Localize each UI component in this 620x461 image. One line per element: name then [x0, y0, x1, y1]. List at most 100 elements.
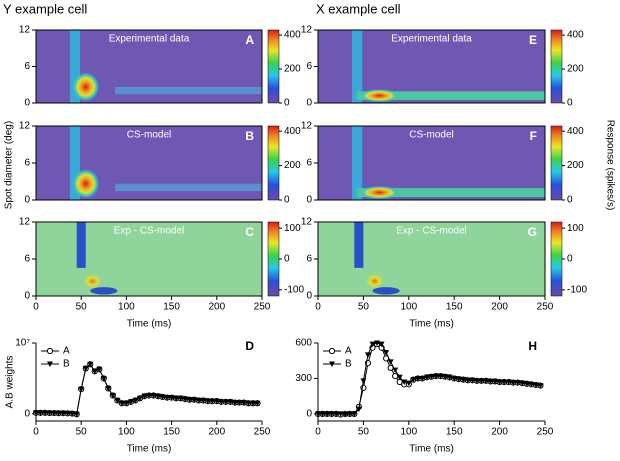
- panel-letter: C: [245, 225, 254, 239]
- marker: [100, 375, 107, 382]
- marker: [369, 341, 376, 348]
- marker: [392, 367, 399, 374]
- x-tick-label: 250: [254, 302, 271, 313]
- marker: [351, 411, 358, 417]
- y-axis-label: A.B weights: [5, 356, 16, 409]
- marker: [209, 398, 216, 405]
- marker: [405, 380, 412, 387]
- marker: [333, 411, 340, 417]
- x-tick-label: 150: [446, 427, 463, 438]
- marker: [519, 380, 526, 387]
- response-peak: [358, 185, 400, 200]
- marker: [537, 383, 544, 389]
- marker: [446, 374, 453, 381]
- column-title: Y example cell: [3, 1, 87, 16]
- y-tick-label: 0: [306, 195, 312, 206]
- marker: [374, 340, 381, 346]
- marker: [249, 400, 256, 407]
- marker: [532, 382, 539, 388]
- colorbar: [550, 221, 563, 297]
- marker: [136, 395, 143, 402]
- x-tick-label: 250: [254, 427, 271, 438]
- colorbar-tick-label: 0: [567, 195, 573, 206]
- marker: [55, 410, 62, 417]
- marker: [78, 386, 85, 393]
- x-axis-label: Time (ms): [127, 319, 172, 330]
- heatmap: [36, 222, 262, 296]
- colorbar-label: Response (spikes/s): [604, 120, 615, 211]
- heatmap-background: [36, 222, 262, 296]
- marker: [464, 377, 471, 384]
- x-tick-label: 50: [358, 427, 370, 438]
- marker: [396, 374, 403, 381]
- panel-letter: G: [528, 225, 537, 239]
- marker: [324, 411, 331, 417]
- colorbar: [267, 221, 280, 297]
- legend-marker: [328, 347, 336, 355]
- annotation: Exp - CS-model: [396, 226, 467, 237]
- marker: [123, 400, 130, 407]
- colorbar-tick-label: 100: [567, 223, 584, 234]
- marker: [150, 392, 157, 399]
- marker: [240, 400, 247, 406]
- x-axis-label: Time (ms): [409, 444, 454, 455]
- marker: [510, 380, 517, 386]
- x-tick-label: 100: [118, 427, 135, 438]
- response-band: [356, 91, 545, 101]
- heatmap: [36, 30, 262, 103]
- colorbar-tick-label: 200: [284, 64, 301, 75]
- panel-letter: B: [245, 129, 254, 143]
- x-axis-label: Time (ms): [127, 444, 172, 455]
- marker: [455, 376, 462, 383]
- y-tick-label: 0: [24, 98, 30, 109]
- marker: [473, 378, 480, 384]
- marker: [460, 377, 467, 383]
- marker: [505, 379, 512, 385]
- y-tick-label: 0: [24, 291, 30, 302]
- x-tick-label: 100: [118, 302, 135, 313]
- series-line: [36, 363, 258, 415]
- response-peak: [358, 89, 400, 103]
- marker: [392, 372, 399, 380]
- heatmap: [36, 126, 262, 200]
- legend-marker: [47, 361, 53, 367]
- marker: [146, 392, 152, 399]
- marker: [173, 395, 180, 402]
- x-tick-label: 200: [491, 427, 508, 438]
- residual-spot: [372, 287, 400, 295]
- marker: [91, 368, 98, 375]
- y-tick-label: 10⁷: [15, 338, 30, 349]
- marker: [410, 377, 417, 383]
- x-tick-label: 150: [163, 427, 180, 438]
- colorbar-tick-label: -100: [567, 284, 587, 295]
- marker: [355, 406, 362, 413]
- marker: [245, 400, 252, 407]
- legend-marker: [46, 347, 54, 355]
- marker: [401, 379, 408, 385]
- x-tick-label: 200: [491, 302, 508, 313]
- marker: [33, 410, 39, 416]
- response-peak: [72, 72, 100, 102]
- colorbar-tick-label: 0: [284, 98, 290, 109]
- marker: [64, 410, 71, 417]
- panel-letter: E: [529, 33, 537, 47]
- x-tick-label: 0: [33, 302, 39, 313]
- marker: [378, 341, 385, 348]
- marker: [319, 411, 326, 417]
- colorbar-tick-label: 0: [284, 254, 290, 265]
- x-tick-label: 200: [208, 427, 225, 438]
- y-tick-label: 12: [19, 121, 31, 132]
- residual-spot: [90, 287, 118, 295]
- marker: [487, 378, 494, 385]
- marker: [254, 400, 261, 407]
- marker: [141, 393, 148, 400]
- response-band: [356, 188, 545, 198]
- marker: [478, 378, 485, 384]
- x-tick-label: 50: [76, 427, 88, 438]
- y-tick-label: 12: [19, 217, 31, 228]
- colorbar-tick-label: 0: [567, 98, 573, 109]
- marker: [73, 411, 80, 418]
- x-tick-label: 50: [76, 302, 88, 313]
- marker: [96, 366, 103, 373]
